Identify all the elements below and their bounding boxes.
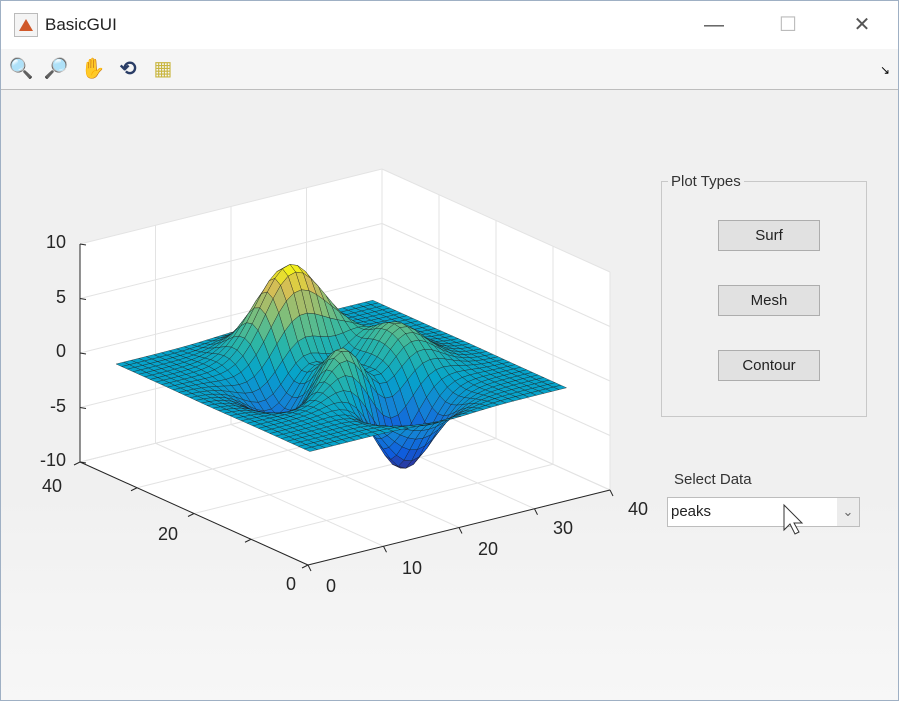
title-bar: BasicGUI — ☐ ✕ <box>1 1 898 49</box>
x-tick <box>609 489 614 497</box>
x-tick-label: 10 <box>402 558 422 578</box>
grid-line <box>381 223 611 327</box>
y-tick <box>130 487 138 492</box>
maximize-button[interactable]: ☐ <box>779 14 797 36</box>
x-tick-label: 20 <box>478 539 498 559</box>
y-tick <box>187 513 195 517</box>
figure-toolbar: 🔍 🔎 ✋ ⟲ ▦ ↘ <box>1 49 898 90</box>
zoom-out-icon[interactable]: 🔎 <box>43 58 69 80</box>
contour-button[interactable]: Contour <box>718 350 820 381</box>
x-tick <box>534 508 538 515</box>
chevron-down-icon[interactable]: ⌄ <box>837 498 859 526</box>
z-tick-label: 5 <box>56 287 66 307</box>
panel-title: Plot Types <box>668 173 744 190</box>
select-data-label: Select Data <box>674 471 752 488</box>
y-tick-label: 0 <box>286 574 296 594</box>
mesh-button[interactable]: Mesh <box>718 285 820 316</box>
grid-line <box>381 168 611 273</box>
dropdown-value: peaks <box>671 503 712 520</box>
grid-line <box>381 277 611 382</box>
grid-line <box>193 438 497 514</box>
plot-types-panel: Plot Types Surf Mesh Contour <box>661 173 867 417</box>
z-tick-label: -5 <box>50 396 66 416</box>
x-tick-label: 30 <box>553 518 573 538</box>
surf-button[interactable]: Surf <box>718 220 820 251</box>
x-tick <box>383 546 387 553</box>
y-tick <box>301 564 309 569</box>
grid-line <box>79 277 383 354</box>
x-tick <box>458 527 463 534</box>
z-tick <box>79 352 87 355</box>
window-title: BasicGUI <box>45 15 117 34</box>
z-tick <box>79 461 87 464</box>
z-tick-label: -10 <box>40 450 66 470</box>
grid-line <box>79 168 383 245</box>
x-tick <box>307 564 312 572</box>
minimize-button[interactable]: — <box>704 14 724 36</box>
zoom-in-icon[interactable]: 🔍 <box>8 58 34 80</box>
y-tick-label: 40 <box>42 476 62 496</box>
x-tick-label: 0 <box>326 576 336 596</box>
matlab-icon <box>14 13 38 37</box>
surface-patch <box>303 446 319 452</box>
dock-icon[interactable]: ↘ <box>879 63 890 77</box>
surf-axes[interactable]: 10 5 0 -5 -10 40 20 0 0 10 20 30 40 <box>0 90 650 701</box>
pan-hand-icon[interactable]: ✋ <box>80 58 106 80</box>
axis-ticks: 10 5 0 -5 -10 40 20 0 0 10 20 30 40 <box>40 232 648 596</box>
z-tick <box>79 407 87 409</box>
data-cursor-icon[interactable]: ▦ <box>153 58 173 80</box>
peaks-surface <box>115 264 568 469</box>
rotate-3d-icon[interactable]: ⟲ <box>119 58 137 80</box>
x-tick-label: 40 <box>628 499 648 519</box>
z-tick-label: 10 <box>46 232 66 252</box>
z-tick <box>79 243 87 246</box>
y-tick-label: 20 <box>158 524 178 544</box>
close-button[interactable]: ✕ <box>853 14 871 36</box>
y-tick <box>244 538 252 543</box>
data-dropdown[interactable]: peaks ⌄ <box>667 497 860 527</box>
y-tick <box>73 461 81 466</box>
z-tick-label: 0 <box>56 341 66 361</box>
grid-line <box>79 223 383 299</box>
z-tick <box>79 298 87 300</box>
